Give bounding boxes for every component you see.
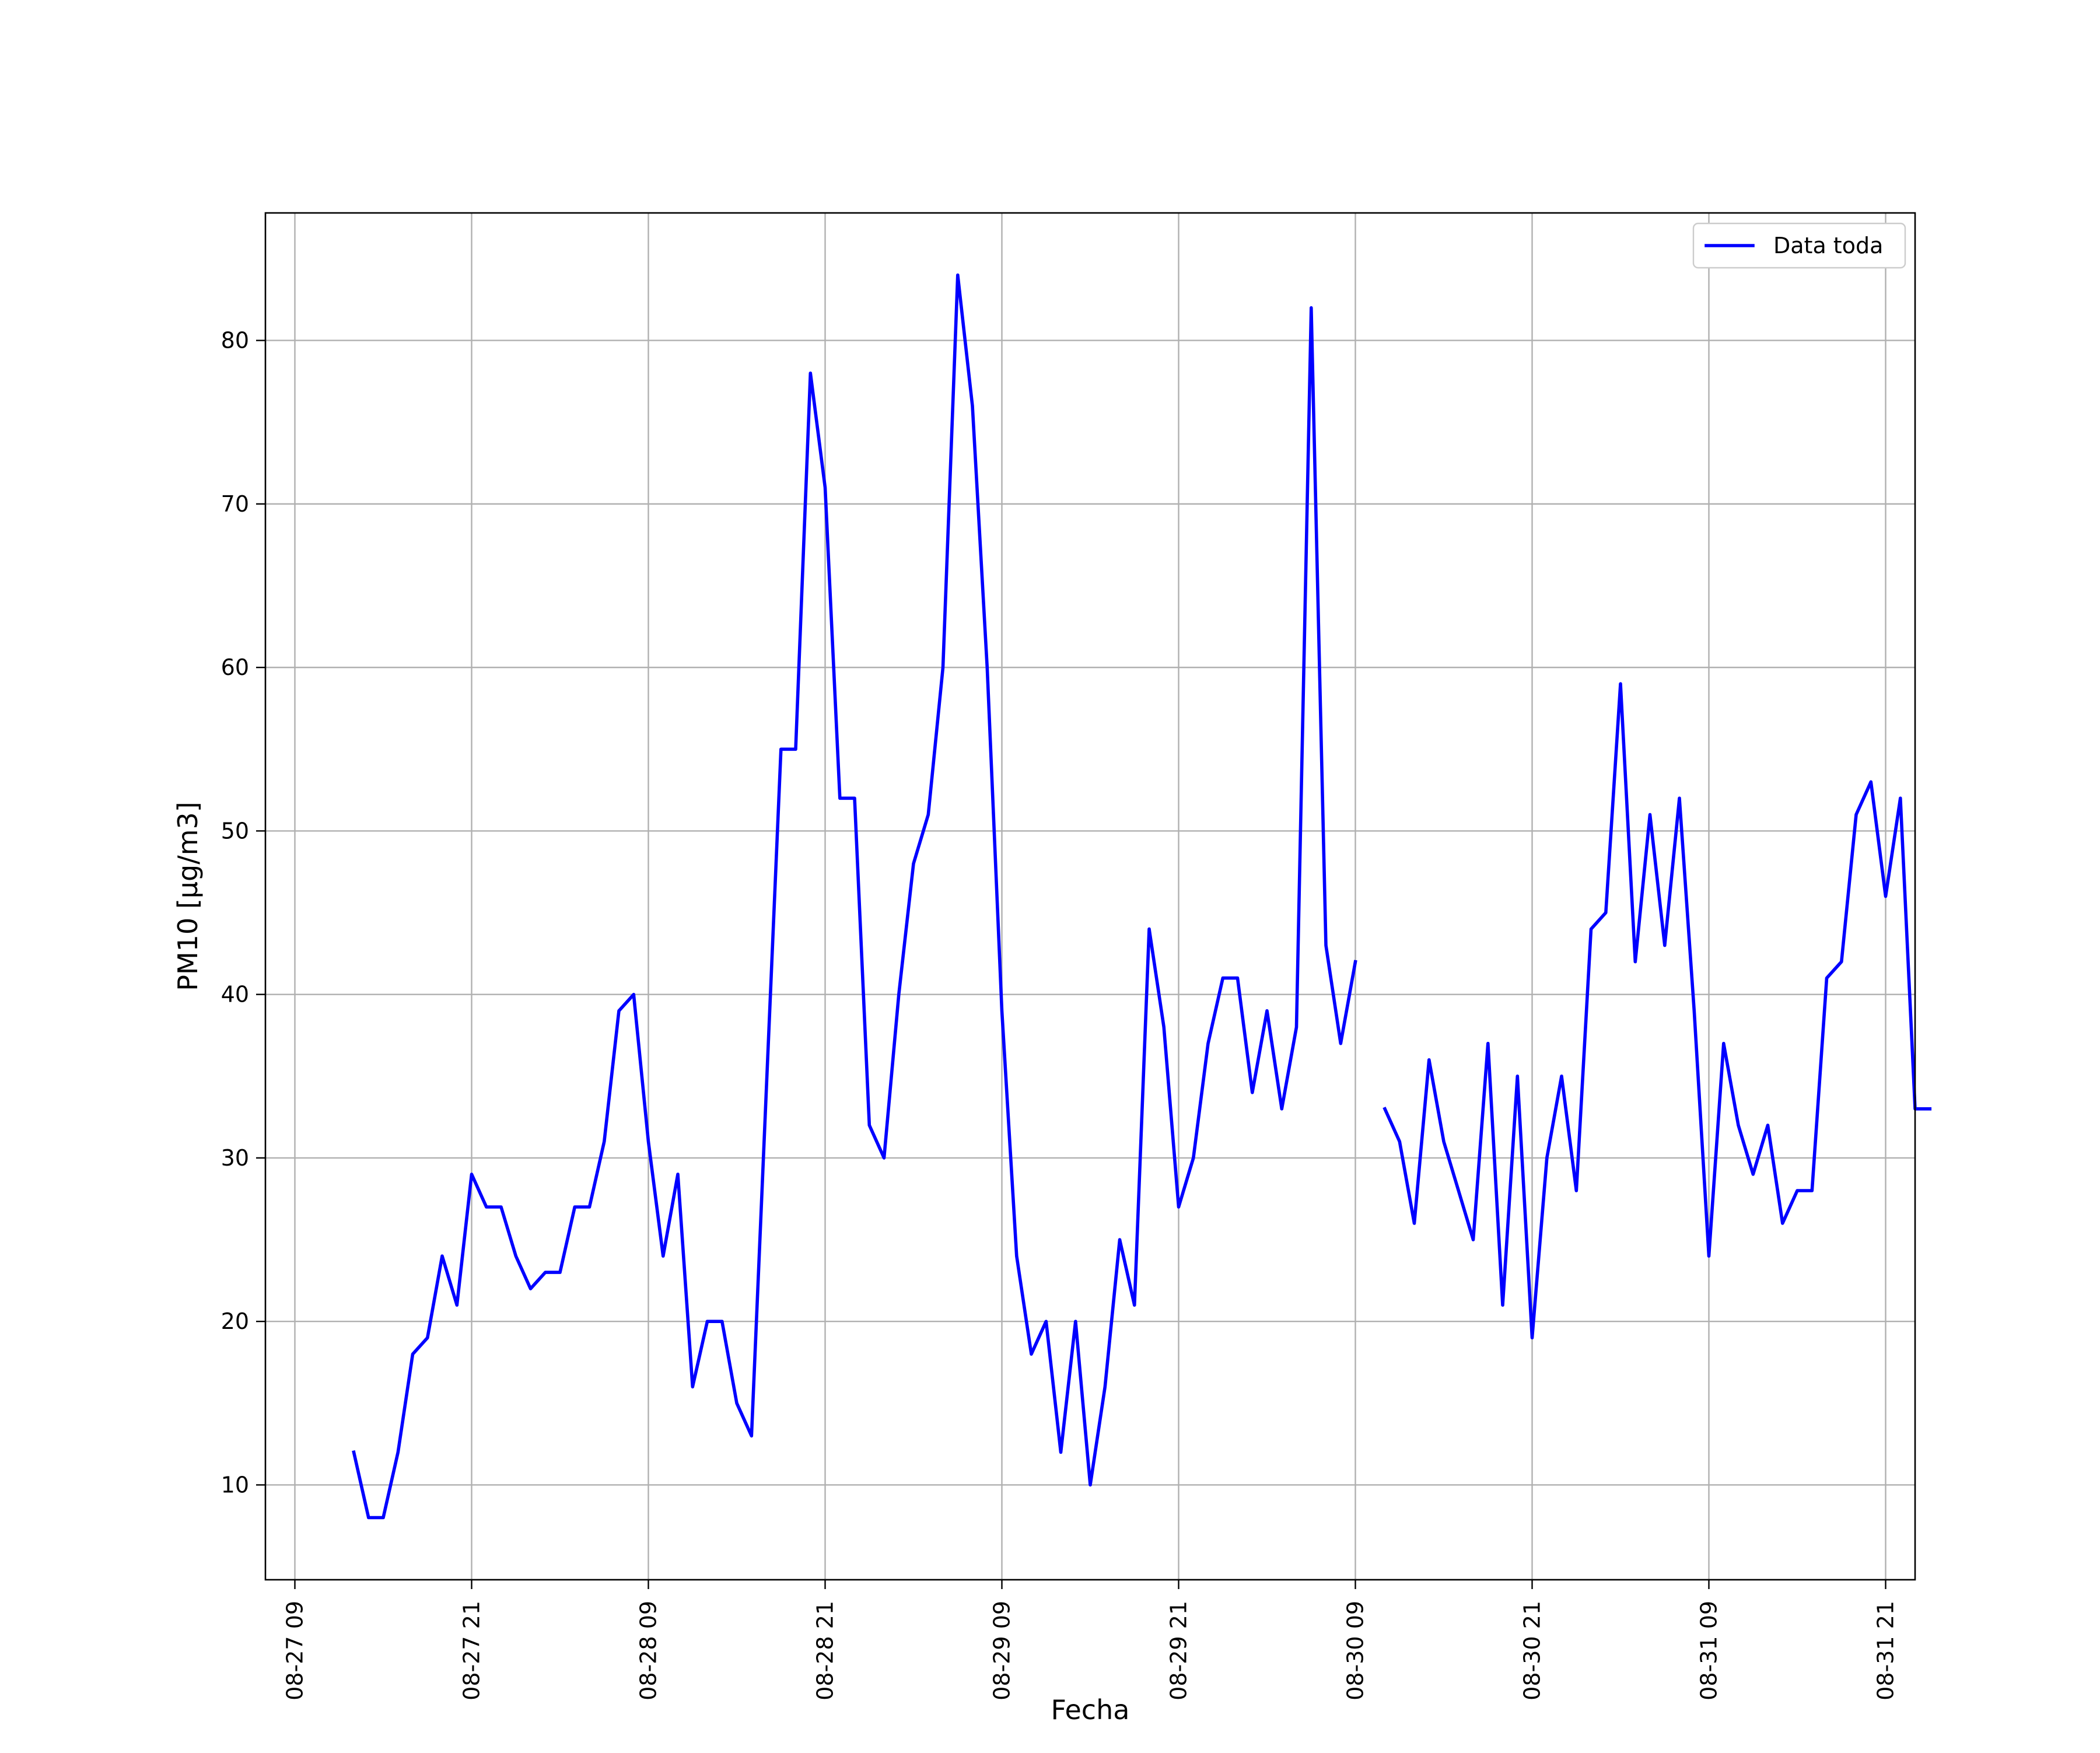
axis-ticks: 08-27 09 08-27 21 08-28 09 08-28 21 08-29 09… xyxy=(221,328,1899,1700)
y-tick-label: 50 xyxy=(221,818,249,844)
x-tick-label: 08-28 21 xyxy=(813,1601,838,1700)
x-tick-label: 08-27 09 xyxy=(282,1601,308,1700)
y-tick-label: 10 xyxy=(221,1472,249,1497)
y-tick-label: 60 xyxy=(221,655,249,680)
series-layer xyxy=(352,273,1932,1520)
y-tick-label: 80 xyxy=(221,328,249,354)
x-tick-label: 08-30 21 xyxy=(1520,1601,1545,1700)
legend: Data toda xyxy=(1692,222,1906,269)
series-line-segment xyxy=(352,273,1357,1520)
x-tick-label: 08-29 09 xyxy=(989,1601,1015,1700)
x-axis-title: Fecha xyxy=(1051,1694,1130,1726)
x-tick-label: 08-31 09 xyxy=(1696,1601,1722,1700)
y-tick-label: 30 xyxy=(221,1145,249,1171)
y-tick-label: 70 xyxy=(221,491,249,517)
y-tick-label: 20 xyxy=(221,1308,249,1334)
x-tick-label: 08-27 21 xyxy=(459,1601,485,1700)
legend-box xyxy=(1692,222,1906,269)
x-tick-label: 08-28 09 xyxy=(636,1601,662,1700)
x-tick-label: 08-29 21 xyxy=(1166,1601,1192,1700)
x-tick-label: 08-30 09 xyxy=(1343,1601,1368,1700)
legend-label: Data toda xyxy=(1773,233,1883,258)
x-tick-label: 08-31 21 xyxy=(1873,1601,1899,1700)
y-tick-label: 40 xyxy=(221,982,249,1007)
y-axis-title: PM10 [μg/m3] xyxy=(172,802,204,991)
series-line-segment xyxy=(1382,682,1932,1339)
plot-frame xyxy=(264,212,1916,1581)
grid xyxy=(265,213,1915,1580)
